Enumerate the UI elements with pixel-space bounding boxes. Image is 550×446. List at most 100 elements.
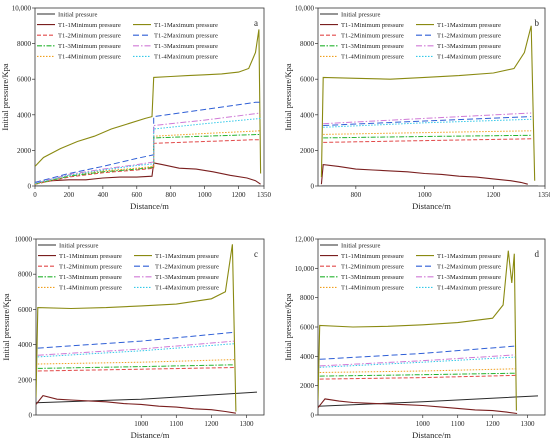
x-tick-label: 1000 [416, 420, 431, 428]
series-line-init [36, 391, 258, 404]
legend-label-max1: T1-1Maximum pressure [155, 253, 219, 260]
x-tick-label: 1000 [198, 191, 213, 199]
x-axis-label: Distance/m [412, 430, 451, 440]
legend-label-min1: T1-1Minimum pressure [59, 253, 122, 260]
series-line-max2 [319, 345, 516, 360]
legend-label-max1: T1-1Maximum pressure [437, 22, 501, 29]
series-line-max2 [37, 331, 235, 349]
series-group [35, 29, 262, 186]
x-tick-label: 1350 [538, 191, 550, 199]
x-tick-label: 600 [132, 191, 143, 199]
series-line-min4 [323, 130, 532, 135]
legend-label-max3: T1-3Maximum pressure [154, 43, 218, 50]
x-tick-label: 1200 [486, 420, 501, 428]
legend-label-min4: T1-4Minimum pressure [341, 285, 404, 292]
legend-label-max4: T1-4Maximum pressure [154, 54, 218, 61]
y-tick-label: 0 [311, 183, 315, 191]
y-tick-label: 10,000 [295, 5, 315, 13]
series-line-max1 [35, 29, 262, 174]
y-tick-label: 10000 [15, 236, 33, 244]
y-tick-label: 2000 [300, 382, 315, 390]
series-line-min2 [37, 367, 235, 372]
x-tick-label: 1000 [418, 191, 433, 199]
series-line-min1 [35, 162, 261, 185]
series-line-max4 [319, 356, 516, 368]
y-tick-label: 10,000 [295, 265, 315, 273]
series-line-max1 [320, 25, 536, 181]
series-line-min2 [319, 374, 516, 380]
series-group [320, 25, 539, 186]
y-axis-label: Initial pressure/Kpa [283, 293, 293, 360]
chart-panel-b: 800 1000 1200 1350 0 2000 4000 6000 8000 10,000 Di… [283, 5, 550, 212]
y-tick-label: 12,000 [295, 236, 315, 244]
chart-panel-d: 1000 1100 1200 1300 0 2000 4000 6000 8000 10,000 1… [283, 236, 546, 440]
legend-label-min3: T1-3Minimum pressure [341, 274, 404, 281]
panel-label: a [254, 18, 258, 28]
x-tick-label: 1100 [169, 420, 183, 428]
series-line-max3 [37, 340, 235, 356]
x-tick-label: 400 [98, 191, 109, 199]
legend-label-min4: T1-4Minimum pressure [58, 54, 121, 61]
series-line-min2 [323, 138, 532, 143]
legend-label-max4: T1-4Maximum pressure [437, 285, 501, 292]
legend-label-max1: T1-1Maximum pressure [437, 253, 501, 260]
x-tick-label: 800 [165, 191, 176, 199]
legend-label-init: Initial pressure [59, 242, 98, 249]
legend-label-max3: T1-3Maximum pressure [437, 43, 501, 50]
panel-label: d [535, 249, 540, 259]
series-line-min4 [37, 359, 235, 365]
series-line-init [318, 395, 539, 407]
x-tick-label: 0 [33, 191, 37, 199]
y-tick-label: 4000 [17, 111, 32, 119]
series-line-min4 [319, 368, 516, 373]
legend-label-max1: T1-1Maximum pressure [154, 22, 218, 29]
y-axis-label: Initial pressure/Kpa [1, 293, 11, 360]
legend-label-max3: T1-3Maximum pressure [155, 274, 219, 281]
y-tick-label: 6000 [17, 76, 32, 84]
series-line-min4 [35, 130, 261, 185]
series-line-max4 [37, 343, 235, 358]
x-tick-label: 1350 [257, 191, 272, 199]
series-line-min3 [37, 364, 235, 369]
x-tick-label: 200 [64, 191, 75, 199]
legend-label-max3: T1-3Maximum pressure [437, 274, 501, 281]
y-tick-label: 8000 [300, 40, 315, 48]
x-tick-label: 1200 [232, 191, 247, 199]
x-axis-label: Distance/m [130, 201, 169, 211]
legend: Initial pressure T1-1Minimum pressure T1-1… [320, 242, 501, 292]
legend-label-min4: T1-4Minimum pressure [59, 285, 122, 292]
series-line-min3 [323, 134, 532, 139]
x-axis-label: Distance/m [131, 430, 170, 440]
y-tick-label: 0 [29, 412, 33, 420]
legend-label-min2: T1-2Minimum pressure [341, 264, 404, 271]
legend-label-min3: T1-3Minimum pressure [341, 43, 404, 50]
chart-panel-c: 1000 1100 1200 1300 0 2000 4000 6000 8000 10000 Di… [1, 236, 265, 440]
legend-label-max2: T1-2Maximum pressure [437, 33, 501, 40]
y-tick-label: 0 [28, 183, 32, 191]
series-line-max2 [323, 116, 532, 126]
legend-label-max2: T1-2Maximum pressure [437, 264, 501, 271]
x-tick-label: 1300 [239, 420, 254, 428]
y-axis-label: Initial pressure/Kpa [283, 63, 293, 130]
legend-label-min4: T1-4Minimum pressure [341, 54, 404, 61]
panel-label: c [254, 249, 258, 259]
y-tick-label: 8000 [17, 40, 32, 48]
series-line-min1 [320, 163, 528, 185]
legend-label-min1: T1-1Minimum pressure [341, 22, 404, 29]
chart-panel-a: 0 200 400 600 800 1000 1200 1350 0 2000 4000 6000 80… [0, 5, 272, 212]
legend-label-min2: T1-2Minimum pressure [58, 33, 121, 40]
x-axis-label: Distance/m [412, 201, 451, 211]
series-line-min3 [35, 133, 261, 185]
legend-label-init: Initial pressure [341, 11, 380, 18]
legend-label-min3: T1-3Minimum pressure [58, 43, 121, 50]
plot-frame [35, 238, 265, 416]
x-tick-label: 1200 [204, 420, 219, 428]
y-tick-label: 10,000 [12, 5, 32, 13]
y-tick-label: 4000 [300, 353, 315, 361]
series-line-max3 [35, 112, 261, 184]
series-line-max4 [323, 118, 532, 128]
series-line-min2 [35, 139, 261, 185]
series-group [318, 250, 539, 415]
legend-label-max2: T1-2Maximum pressure [154, 33, 218, 40]
y-tick-label: 6000 [300, 76, 315, 84]
